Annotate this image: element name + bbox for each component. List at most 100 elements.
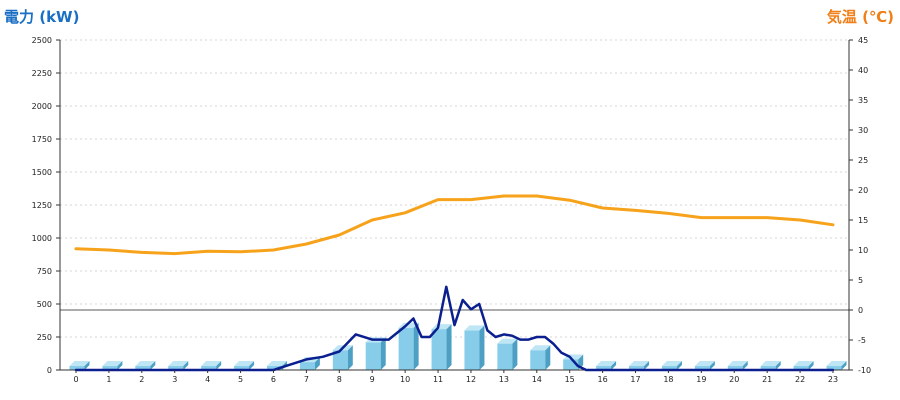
left-tick-label: 250 <box>37 333 52 342</box>
left-tick-label: 2500 <box>32 36 52 45</box>
bar-top <box>826 361 847 367</box>
bar-face <box>69 366 85 370</box>
temperature-line <box>74 194 835 256</box>
left-tick-label: 1750 <box>32 135 52 144</box>
power-bar <box>365 337 386 370</box>
power-bar <box>168 361 189 370</box>
left-tick-label: 2250 <box>32 69 52 78</box>
x-tick-label: 15 <box>565 375 575 384</box>
bar-face <box>793 366 809 370</box>
power-bar <box>431 324 452 370</box>
bar-side <box>347 345 353 370</box>
x-tick-label: 11 <box>433 375 443 384</box>
x-tick-label: 13 <box>499 375 509 384</box>
power-bar <box>793 361 814 370</box>
bar-side <box>314 357 320 370</box>
bar-face <box>299 362 315 370</box>
power-bar <box>69 361 90 370</box>
power-bar <box>201 361 222 370</box>
power-bar <box>135 361 156 370</box>
x-tick-label: 17 <box>630 375 640 384</box>
right-tick-label: 35 <box>858 96 868 105</box>
bar-top <box>530 345 551 351</box>
right-tick-label: 15 <box>858 216 868 225</box>
left-tick-label: 0 <box>47 366 52 375</box>
right-tick-label: 0 <box>858 306 863 315</box>
bar-side <box>84 361 90 370</box>
x-tick-label: 2 <box>139 375 144 384</box>
bar-side <box>446 324 452 370</box>
bar-face <box>365 342 381 370</box>
bar-face <box>629 366 645 370</box>
x-tick-label: 4 <box>205 375 210 384</box>
tick-labels: 0 250 500 750 1000 1250 1500 1750 20 0 0 2250 2500 -1… <box>32 36 871 384</box>
bar-side <box>249 361 255 370</box>
bar-top <box>694 361 715 367</box>
power-bar <box>234 361 255 370</box>
x-tick-label: 9 <box>370 375 375 384</box>
x-tick-label: 7 <box>304 375 309 384</box>
x-tick-label: 5 <box>238 375 243 384</box>
bar-side <box>841 361 847 370</box>
right-tick-label: -5 <box>858 336 866 345</box>
left-tick-label: 1250 <box>32 201 52 210</box>
bar-side <box>479 325 485 370</box>
x-tick-label: 6 <box>271 375 276 384</box>
bar-side <box>150 361 156 370</box>
bar-face <box>102 366 118 370</box>
bar-face <box>168 366 184 370</box>
left-tick-label: 750 <box>37 267 52 276</box>
grid-lines <box>60 39 849 338</box>
bar-face <box>661 366 677 370</box>
power-bar <box>497 338 518 370</box>
x-tick-label: 18 <box>663 375 673 384</box>
x-tick-label: 14 <box>532 375 542 384</box>
bar-side <box>775 361 781 370</box>
x-tick-label: 22 <box>795 375 805 384</box>
bar-face <box>332 350 348 370</box>
bar-face <box>464 330 480 370</box>
x-tick-label: 19 <box>696 375 706 384</box>
bar-top <box>69 361 90 367</box>
x-tick-label: 12 <box>466 375 476 384</box>
series-lines <box>74 194 835 372</box>
bar-face <box>727 366 743 370</box>
left-tick-label: 500 <box>37 300 52 309</box>
bar-face <box>596 366 612 370</box>
left-axis-label: 電力 (kW) <box>4 8 79 26</box>
power-bar <box>398 322 419 370</box>
right-tick-label: 40 <box>858 66 868 75</box>
left-tick-label: 1000 <box>32 234 52 243</box>
right-tick-label: 45 <box>858 36 868 45</box>
x-tick-label: 0 <box>73 375 78 384</box>
bar-top <box>727 361 748 367</box>
bar-top <box>168 361 189 367</box>
bar-top <box>497 338 518 344</box>
bar-face <box>694 366 710 370</box>
right-tick-label: 5 <box>858 276 863 285</box>
bar-top <box>266 361 287 367</box>
x-tick-label: 21 <box>762 375 772 384</box>
bar-side <box>216 361 222 370</box>
power-bar <box>629 361 650 370</box>
power-line <box>74 285 835 372</box>
x-tick-label: 20 <box>729 375 739 384</box>
left-tick-label: 1500 <box>32 168 52 177</box>
bar-side <box>611 361 617 370</box>
power-bar <box>102 361 123 370</box>
bar-side <box>512 338 518 370</box>
bar-face <box>201 366 217 370</box>
power-bar <box>760 361 781 370</box>
bar-side <box>183 361 189 370</box>
bar-face <box>266 366 282 370</box>
bar-face <box>234 366 250 370</box>
power-bar <box>826 361 847 370</box>
right-tick-label: 10 <box>858 246 868 255</box>
bar-top <box>135 361 156 367</box>
right-tick-label: -10 <box>858 366 871 375</box>
bar-face <box>826 366 842 370</box>
bar-face <box>563 359 579 370</box>
x-tick-label: 16 <box>598 375 608 384</box>
power-bar <box>464 325 485 370</box>
